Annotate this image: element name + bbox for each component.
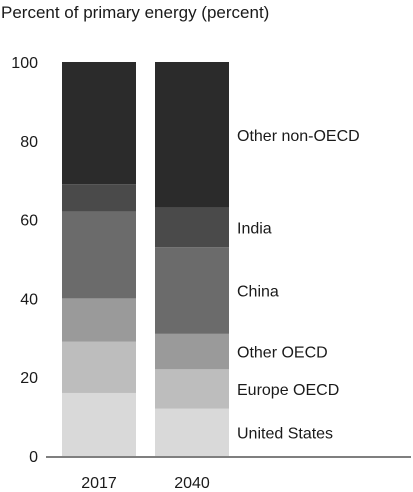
y-tick-label: 0: [29, 449, 38, 466]
bar-segment-2040-china: [155, 247, 229, 334]
bar-segment-2017-united-states: [62, 392, 136, 456]
bar-segment-2017-india: [62, 184, 136, 212]
bar-segment-2040-other-oecd: [155, 333, 229, 370]
x-tick-label: 2017: [81, 475, 117, 492]
chart-title: Percent of primary energy (percent): [1, 3, 270, 22]
bar-segment-2017-other-non-oecd: [62, 62, 136, 185]
x-axis-ticks: 2017 2040: [81, 475, 210, 492]
segment-labels: United States Europe OECD Other OECD China I…: [237, 128, 360, 442]
y-axis-ticks: 0 20 40 60 80 100: [11, 55, 38, 466]
x-tick-label: 2040: [174, 475, 210, 492]
y-tick-label: 80: [20, 134, 38, 151]
bar-segment-2017-china: [62, 211, 136, 299]
y-tick-label: 40: [20, 291, 38, 308]
y-tick-label: 60: [20, 213, 38, 230]
series-label-united-states: United States: [237, 425, 333, 442]
series-label-other-oecd: Other OECD: [237, 345, 328, 362]
bar-segment-2040-united-states: [155, 408, 229, 456]
series-label-china: China: [237, 284, 279, 301]
bar-segment-2017-europe-oecd: [62, 341, 136, 393]
bar-segment-2017-other-oecd: [62, 298, 136, 342]
bar-segment-2040-europe-oecd: [155, 369, 229, 409]
y-tick-label: 100: [11, 55, 38, 72]
series-label-other-non-oecd: Other non-OECD: [237, 128, 360, 145]
bar-segment-2040-other-non-oecd: [155, 62, 229, 208]
series-label-india: India: [237, 220, 272, 237]
bar-segment-2040-india: [155, 207, 229, 248]
bars-group: [62, 62, 229, 456]
y-tick-label: 20: [20, 370, 38, 387]
series-label-europe-oecd: Europe OECD: [237, 382, 339, 399]
